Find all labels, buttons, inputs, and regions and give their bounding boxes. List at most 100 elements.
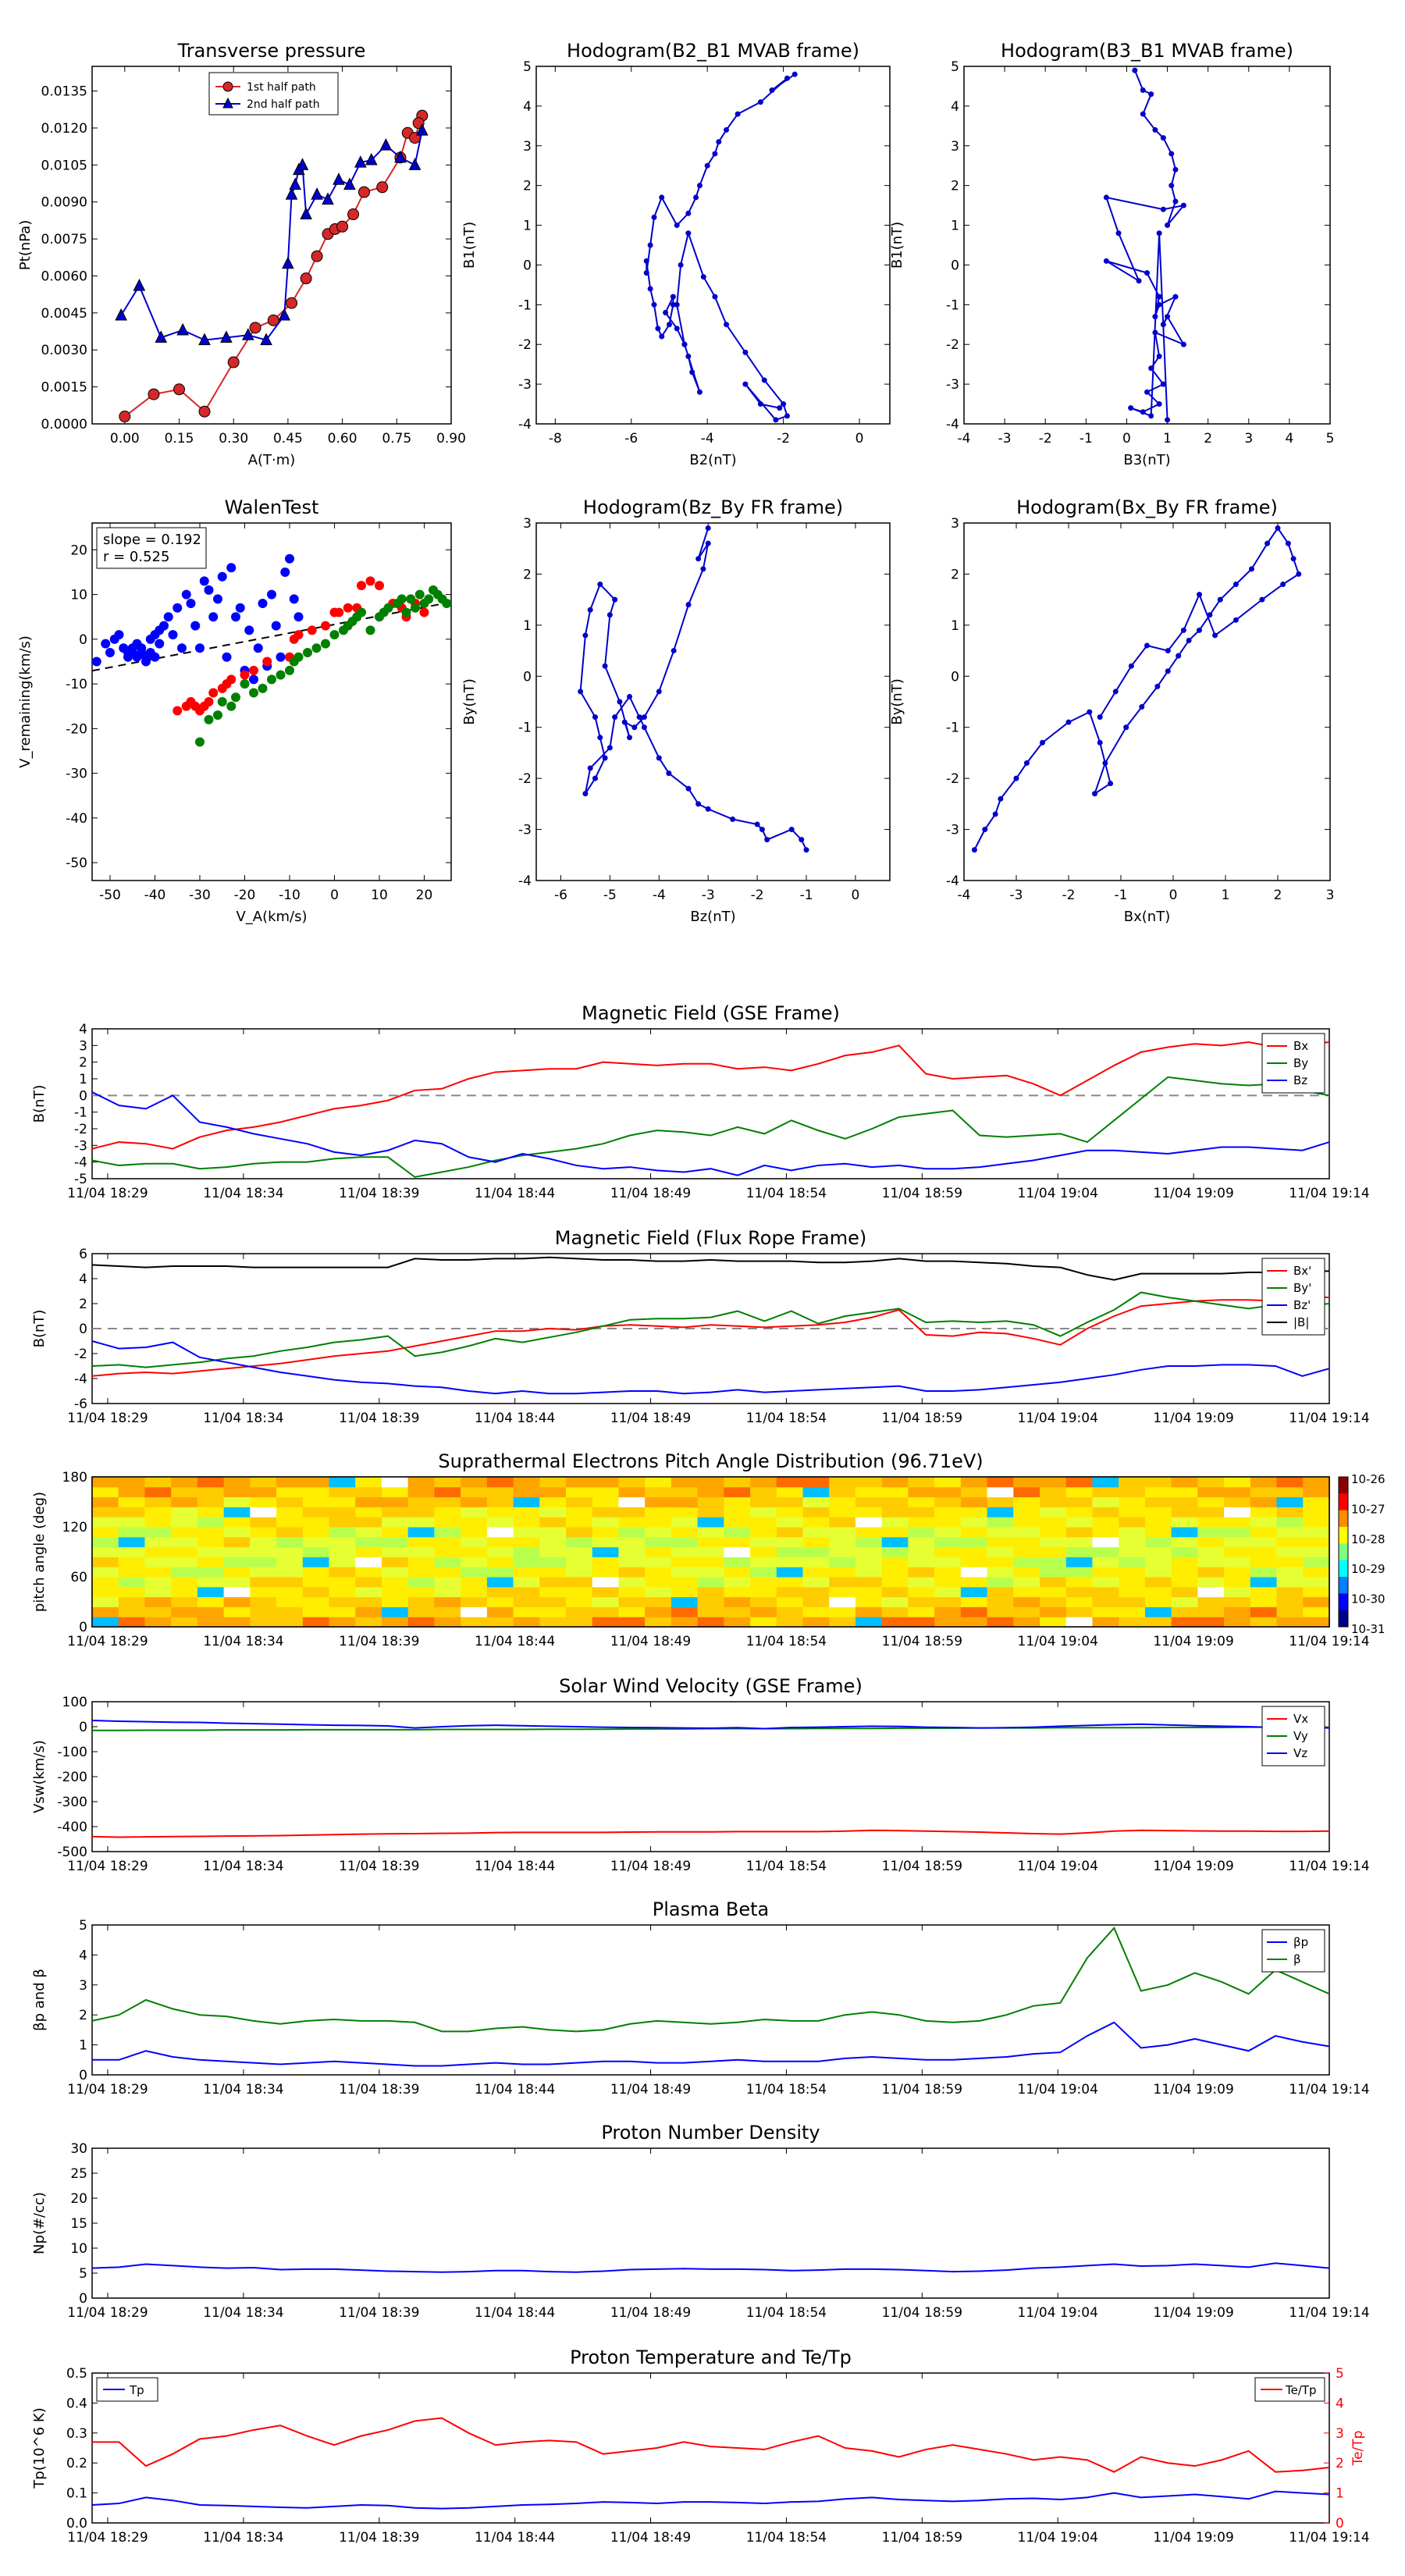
heatmap-cell <box>645 1577 672 1588</box>
heatmap-cell <box>592 1586 619 1598</box>
heatmap-cell <box>670 1577 699 1588</box>
heatmap-cell <box>776 1517 804 1528</box>
x-tick-label: 2 <box>1274 888 1282 903</box>
heatmap-cell <box>223 1617 251 1628</box>
x-tick-label: 11/04 18:59 <box>882 2082 962 2097</box>
heatmap-cell <box>697 1517 724 1528</box>
heatmap-cell <box>197 1486 225 1498</box>
heatmap-cell <box>1013 1606 1040 1617</box>
series-line <box>91 1927 1330 2033</box>
data-point <box>1144 642 1150 649</box>
heatmap-cell <box>92 1586 119 1598</box>
heatmap-cell <box>276 1517 304 1528</box>
heatmap-cell <box>1040 1546 1067 1557</box>
heatmap-cell <box>1013 1496 1040 1507</box>
data-point <box>641 714 647 720</box>
data-point <box>1023 760 1030 767</box>
heatmap-cell <box>1092 1557 1119 1567</box>
data-point <box>1040 739 1045 745</box>
heatmap-cell <box>250 1546 277 1557</box>
x-tick-label: 11/04 18:54 <box>746 1859 827 1874</box>
heatmap-cell <box>144 1496 172 1507</box>
heatmap-cell <box>118 1596 145 1607</box>
heatmap-cell <box>434 1606 461 1617</box>
heatmap-cell <box>171 1567 198 1578</box>
heatmap-cell <box>908 1567 935 1578</box>
heatmap-cell <box>1250 1496 1278 1507</box>
heatmap-cell <box>1303 1546 1330 1557</box>
x-tick-label: 11/04 19:09 <box>1153 1634 1233 1649</box>
heatmap-cell <box>513 1546 540 1557</box>
heatmap-cell <box>697 1586 724 1598</box>
data-point <box>784 75 790 81</box>
series-line <box>973 526 1300 851</box>
heatmap-cell <box>1250 1546 1278 1557</box>
heatmap-cell <box>855 1507 883 1517</box>
heatmap-cell <box>1144 1557 1172 1567</box>
heatmap-cell <box>697 1536 724 1548</box>
data-point <box>276 670 286 680</box>
y-axis-label: B(nT) <box>31 1310 48 1348</box>
heatmap-cell <box>697 1496 724 1507</box>
heatmap-cell <box>1276 1517 1304 1528</box>
heatmap-cell <box>1013 1536 1040 1548</box>
heatmap-cell <box>407 1586 435 1598</box>
heatmap-cell <box>724 1567 751 1578</box>
heatmap-cell <box>566 1546 593 1557</box>
legend-label: By' <box>1293 1281 1311 1295</box>
heatmap-cell <box>118 1617 145 1628</box>
heatmap-cell <box>276 1557 304 1567</box>
heatmap-cell <box>802 1536 830 1548</box>
x-tick-label: 0 <box>852 888 860 903</box>
legend-label: Bz' <box>1293 1298 1311 1312</box>
heatmap-cell <box>539 1477 567 1488</box>
heatmap-cell <box>881 1507 909 1517</box>
heatmap-cell <box>197 1617 225 1628</box>
heatmap-cell <box>1144 1606 1172 1617</box>
heatmap-cell <box>118 1586 145 1598</box>
data-point <box>1285 540 1291 546</box>
data-point <box>724 126 730 133</box>
data-point <box>240 670 250 680</box>
heatmap-cell <box>987 1536 1014 1548</box>
heatmap-cell <box>381 1477 409 1488</box>
heatmap-cell <box>513 1477 540 1488</box>
heatmap-cell <box>1303 1596 1330 1607</box>
data-point <box>761 377 767 383</box>
y-tick-label: 5 <box>523 59 532 75</box>
data-point <box>1139 704 1145 710</box>
heatmap-cell <box>1065 1557 1093 1567</box>
heatmap-cell <box>1065 1567 1093 1578</box>
data-point <box>578 688 584 695</box>
data-point <box>379 137 393 151</box>
data-point <box>1128 663 1134 669</box>
heatmap-cell <box>539 1586 567 1598</box>
heatmap-cell <box>697 1577 724 1588</box>
heatmap-cell <box>618 1486 646 1498</box>
data-point <box>781 401 787 407</box>
data-point <box>1160 322 1166 328</box>
y-axis-label: B1(nT) <box>889 222 905 269</box>
heatmap-cell <box>381 1577 409 1588</box>
data-point <box>92 656 101 667</box>
heatmap-cell <box>539 1517 567 1528</box>
heatmap-cell <box>566 1606 593 1617</box>
heatmap-cell <box>618 1557 646 1567</box>
heatmap-cell <box>750 1496 777 1507</box>
data-point <box>300 207 312 220</box>
heatmap-cell <box>829 1606 856 1617</box>
x-tick-label: 20 <box>416 888 433 903</box>
heatmap-cell <box>750 1586 777 1598</box>
heatmap-cell <box>724 1507 751 1517</box>
heatmap-cell <box>881 1477 909 1488</box>
heatmap-cell <box>381 1546 409 1557</box>
y-tick-label: -2 <box>74 1122 87 1137</box>
data-point <box>685 230 692 237</box>
x-tick-label: 5 <box>1326 431 1335 447</box>
heatmap-cell <box>381 1557 409 1567</box>
heatmap-cell <box>987 1596 1014 1607</box>
x-tick-label: 11/04 19:14 <box>1289 2082 1369 2097</box>
heatmap-cell <box>670 1606 699 1617</box>
data-point <box>190 621 201 631</box>
heatmap-cell <box>223 1606 251 1617</box>
